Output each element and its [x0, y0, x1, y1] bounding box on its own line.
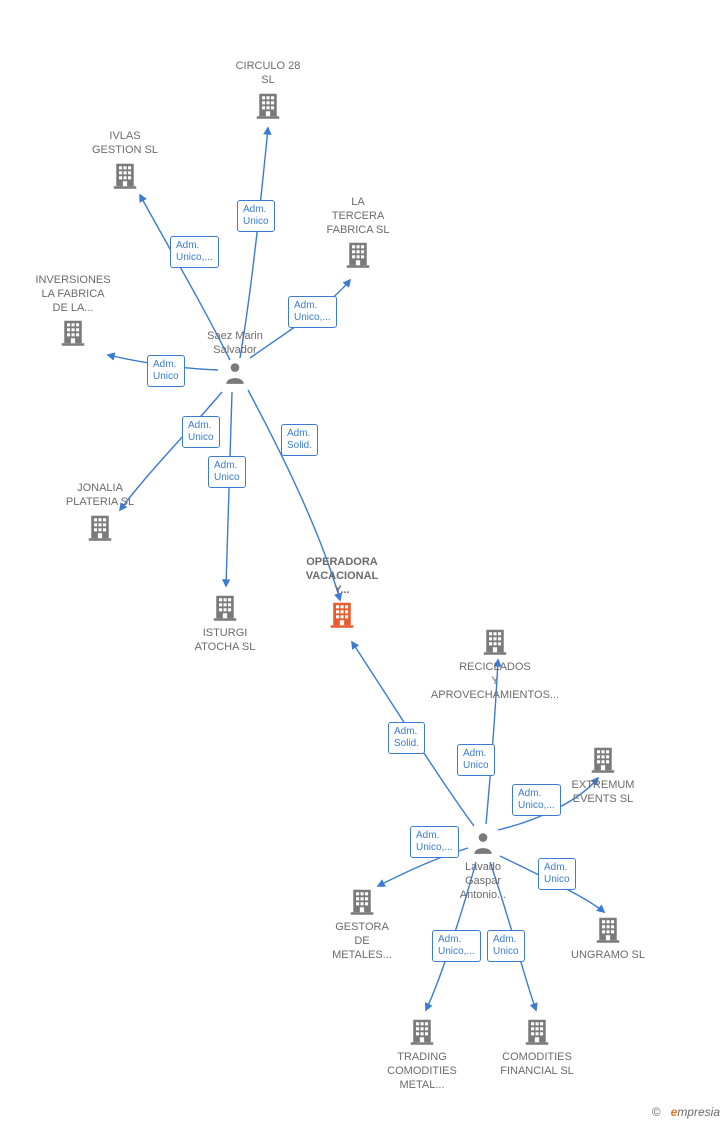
- node-label: INVERSIONES LA FABRICA DE LA...: [3, 274, 143, 315]
- node-circulo[interactable]: CIRCULO 28 SL: [198, 60, 338, 125]
- node-latercera[interactable]: LA TERCERA FABRICA SL: [288, 196, 428, 274]
- node-label: COMODITIES FINANCIAL SL: [467, 1051, 607, 1079]
- node-ungramo[interactable]: UNGRAMO SL: [538, 912, 678, 963]
- building-icon: [588, 744, 618, 774]
- edge-saez-circulo: [240, 128, 268, 358]
- brand-rest: mpresia: [677, 1105, 720, 1119]
- edge-label-lavado-gestora: Adm. Unico,...: [410, 826, 459, 858]
- edge-label-saez-invlafab: Adm. Unico: [147, 355, 185, 387]
- node-label: OPERADORA VACACIONAL Y...: [272, 556, 412, 597]
- edge-label-saez-operadora: Adm. Solid.: [281, 424, 318, 456]
- person-icon-wrap: [165, 360, 305, 391]
- person-icon: [470, 830, 496, 856]
- node-invlafab[interactable]: INVERSIONES LA FABRICA DE LA...: [3, 274, 143, 352]
- company-icon-wrap: [533, 744, 673, 779]
- edge-label-lavado-reciclados: Adm. Unico: [457, 744, 495, 776]
- company-icon-wrap: [425, 626, 565, 661]
- building-icon: [522, 1016, 552, 1046]
- edge-label-lavado-comodfin: Adm. Unico: [487, 930, 525, 962]
- node-label: IVLAS GESTION SL: [55, 130, 195, 158]
- building-icon: [210, 592, 240, 622]
- node-label: CIRCULO 28 SL: [198, 60, 338, 88]
- edge-label-lavado-extremum: Adm. Unico,...: [512, 784, 561, 816]
- node-label: RECICLADOS Y APROVECHAMIENTOS...: [425, 661, 565, 702]
- company-icon-wrap: [272, 599, 412, 634]
- copyright-symbol: ©: [652, 1105, 661, 1119]
- building-icon: [58, 317, 88, 347]
- edge-label-saez-latercera: Adm. Unico,...: [288, 296, 337, 328]
- node-label: Saez Marin Salvador: [165, 330, 305, 358]
- company-icon-wrap: [288, 239, 428, 274]
- node-comodfin[interactable]: COMODITIES FINANCIAL SL: [467, 1014, 607, 1079]
- node-label: UNGRAMO SL: [538, 949, 678, 963]
- company-icon-wrap: [538, 914, 678, 949]
- building-icon: [593, 914, 623, 944]
- company-icon-wrap: [467, 1016, 607, 1051]
- node-label: Lavado Gaspar Antonio...: [413, 861, 553, 902]
- building-icon: [347, 886, 377, 916]
- node-label: JONALIA PLATERIA SL: [30, 482, 170, 510]
- person-icon: [222, 360, 248, 386]
- edge-saez-isturgi: [226, 392, 232, 586]
- edge-label-saez-ivlas: Adm. Unico,...: [170, 236, 219, 268]
- node-gestora[interactable]: GESTORA DE METALES...: [292, 884, 432, 962]
- company-icon-wrap: [55, 160, 195, 195]
- node-saez[interactable]: Saez Marin Salvador: [165, 330, 305, 391]
- building-icon: [110, 160, 140, 190]
- edge-label-saez-jonalia: Adm. Unico: [182, 416, 220, 448]
- node-label: GESTORA DE METALES...: [292, 921, 432, 962]
- node-reciclados[interactable]: RECICLADOS Y APROVECHAMIENTOS...: [425, 624, 565, 702]
- building-icon: [343, 239, 373, 269]
- building-icon: [327, 599, 357, 629]
- node-operadora[interactable]: OPERADORA VACACIONAL Y...: [272, 556, 412, 634]
- node-label: LA TERCERA FABRICA SL: [288, 196, 428, 237]
- company-icon-wrap: [198, 90, 338, 125]
- building-icon: [407, 1016, 437, 1046]
- company-icon-wrap: [3, 317, 143, 352]
- edge-label-lavado-trading: Adm. Unico,...: [432, 930, 481, 962]
- edge-label-saez-isturgi: Adm. Unico: [208, 456, 246, 488]
- company-icon-wrap: [30, 512, 170, 547]
- company-icon-wrap: [292, 886, 432, 921]
- footer-copyright: © empresia: [652, 1105, 720, 1119]
- diagram-canvas: IVLAS GESTION SL CIRCULO 28 SL LA TERCER…: [0, 0, 728, 1125]
- edge-label-lavado-operadora: Adm. Solid.: [388, 722, 425, 754]
- building-icon: [85, 512, 115, 542]
- edge-label-lavado-ungramo: Adm. Unico: [538, 858, 576, 890]
- building-icon: [480, 626, 510, 656]
- node-ivlas[interactable]: IVLAS GESTION SL: [55, 130, 195, 195]
- building-icon: [253, 90, 283, 120]
- edge-label-saez-circulo: Adm. Unico: [237, 200, 275, 232]
- node-jonalia[interactable]: JONALIA PLATERIA SL: [30, 482, 170, 547]
